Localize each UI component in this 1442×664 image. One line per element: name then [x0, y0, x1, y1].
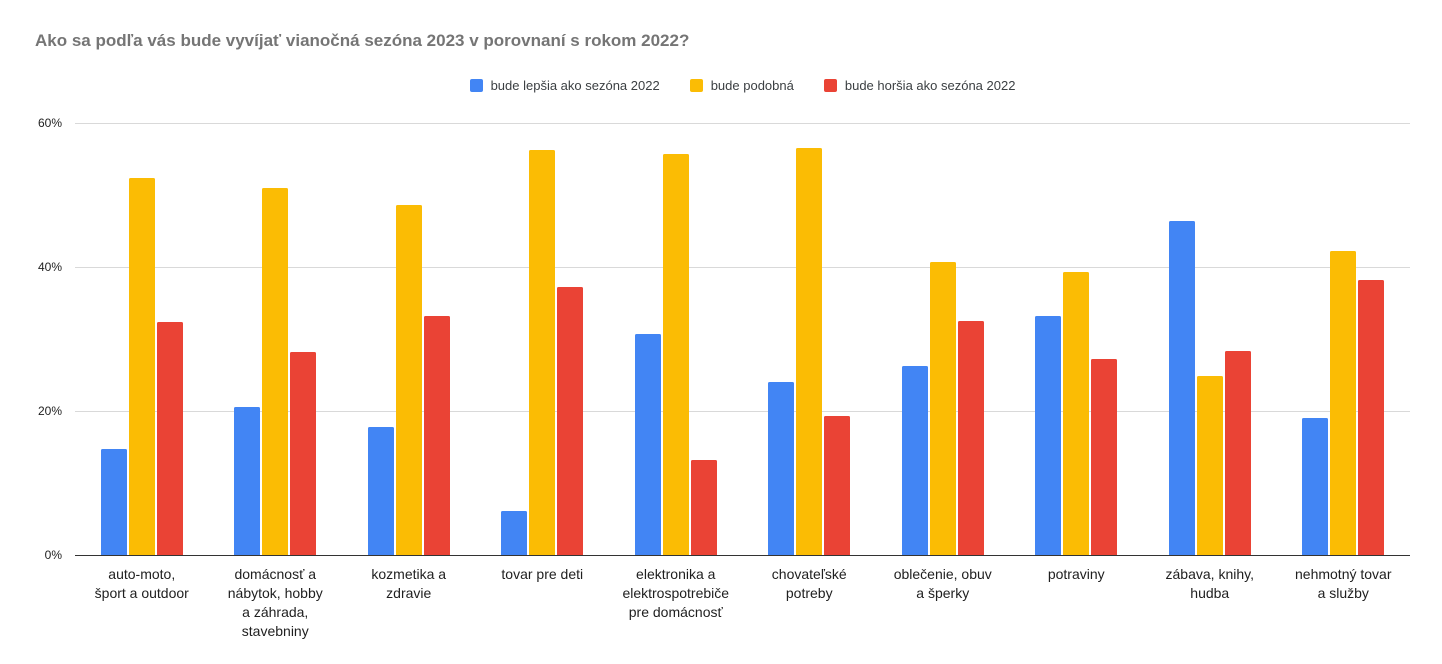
bar-set	[476, 124, 610, 556]
category-label: oblečenie, obuv a šperky	[893, 566, 992, 601]
legend-item-1: bude lepšia ako sezóna 2022	[469, 78, 660, 93]
chart-bar	[234, 406, 261, 556]
chart-bar	[501, 511, 528, 556]
bar-group: oblečenie, obuv a šperky	[876, 124, 1010, 601]
bar-group: nehmotný tovar a služby	[1277, 124, 1411, 601]
bar-group: elektronika a elektrospotrebiče pre domá…	[609, 124, 743, 620]
chart-bar	[634, 334, 661, 556]
chart-bar	[796, 148, 823, 556]
y-axis-label: 60%	[37, 116, 62, 130]
chart-bar	[824, 416, 851, 556]
bar-group: potraviny	[1010, 124, 1144, 582]
legend-item-2: bude podobná	[689, 78, 794, 93]
chart-bar	[662, 154, 689, 556]
bar-set	[209, 124, 343, 556]
category-label: nehmotný tovar a služby	[1295, 566, 1392, 601]
chart-bar	[100, 448, 127, 556]
legend-swatch-icon	[689, 79, 703, 92]
chart-bar	[1330, 250, 1357, 556]
bar-group: domácnosť a nábytok, hobby a záhrada, st…	[209, 124, 343, 639]
legend-item-3: bude horšia ako sezóna 2022	[823, 78, 1016, 93]
chart-bar	[529, 149, 556, 556]
chart-bar	[957, 321, 984, 556]
bar-set	[609, 124, 743, 556]
bar-groups-layer: auto-moto, šport a outdoor domácnosť a ná…	[75, 124, 1411, 639]
bar-group: zábava, knihy, hudba	[1143, 124, 1277, 601]
chart-bar	[367, 427, 394, 556]
chart-bar	[1035, 316, 1062, 556]
chart-bar	[1358, 279, 1385, 556]
bar-set	[1143, 124, 1277, 556]
gridline-20%: 20%	[38, 404, 1410, 418]
chart-bar	[1196, 376, 1223, 556]
chart-bar	[395, 204, 422, 556]
bar-set	[342, 124, 476, 556]
category-label: kozmetika a zdravie	[371, 566, 447, 601]
chart-bar	[901, 365, 928, 556]
bar-set	[876, 124, 1010, 556]
bar-set	[1010, 124, 1144, 556]
chart-bar	[1224, 350, 1251, 556]
chart-bar	[1168, 221, 1195, 556]
legend-label: bude podobná	[710, 78, 794, 93]
gridline-40%: 40%	[38, 260, 1410, 274]
category-label: domácnosť a nábytok, hobby a záhrada, st…	[227, 566, 323, 639]
chart-bar	[1302, 417, 1329, 556]
chart-bar	[1091, 359, 1118, 556]
plot-area: 0% 20% 40% 60% auto-moto, šport a outdoor do…	[38, 116, 1411, 639]
y-axis-label: 0%	[44, 548, 62, 562]
legend-label: bude lepšia ako sezóna 2022	[490, 78, 660, 93]
chart-bar	[156, 322, 183, 556]
chart-bar	[768, 381, 795, 556]
category-label: zábava, knihy, hudba	[1165, 566, 1254, 601]
gridline-60%: 60%	[38, 116, 1410, 130]
category-label: elektronika a elektrospotrebiče pre domá…	[622, 566, 730, 620]
chart-bar	[690, 459, 717, 556]
chart-bar	[128, 178, 155, 556]
legend-swatch-icon	[823, 79, 837, 92]
bar-set	[1277, 124, 1411, 556]
y-axis-label: 20%	[37, 404, 62, 419]
legend: bude lepšia ako sezóna 2022 bude podobná b…	[75, 78, 1410, 93]
legend-swatch-icon	[469, 79, 483, 92]
chart-bar	[423, 316, 450, 556]
bar-set	[75, 124, 209, 556]
category-label: potraviny	[1047, 566, 1105, 582]
chart-bar	[929, 262, 956, 556]
bar-group: tovar pre deti	[476, 124, 610, 582]
category-label: auto-moto, šport a outdoor	[94, 566, 189, 601]
chart-bar	[290, 351, 317, 556]
chart-title: Ako sa podľa vás bude vyvíjať vianočná s…	[35, 31, 690, 50]
bar-group: chovateľské potreby	[743, 124, 877, 601]
y-axis-label: 40%	[37, 260, 62, 275]
chart-bar	[262, 188, 289, 556]
chart-bar	[1063, 272, 1090, 556]
bar-set	[743, 124, 877, 556]
category-label: chovateľské potreby	[771, 566, 847, 601]
category-label: tovar pre deti	[501, 566, 584, 582]
gridline-0%: 0%	[45, 548, 1410, 562]
chart-bar	[557, 286, 584, 556]
bar-group: kozmetika a zdravie	[342, 124, 476, 601]
bar-group: auto-moto, šport a outdoor	[75, 124, 209, 601]
legend-label: bude horšia ako sezóna 2022	[844, 78, 1016, 93]
